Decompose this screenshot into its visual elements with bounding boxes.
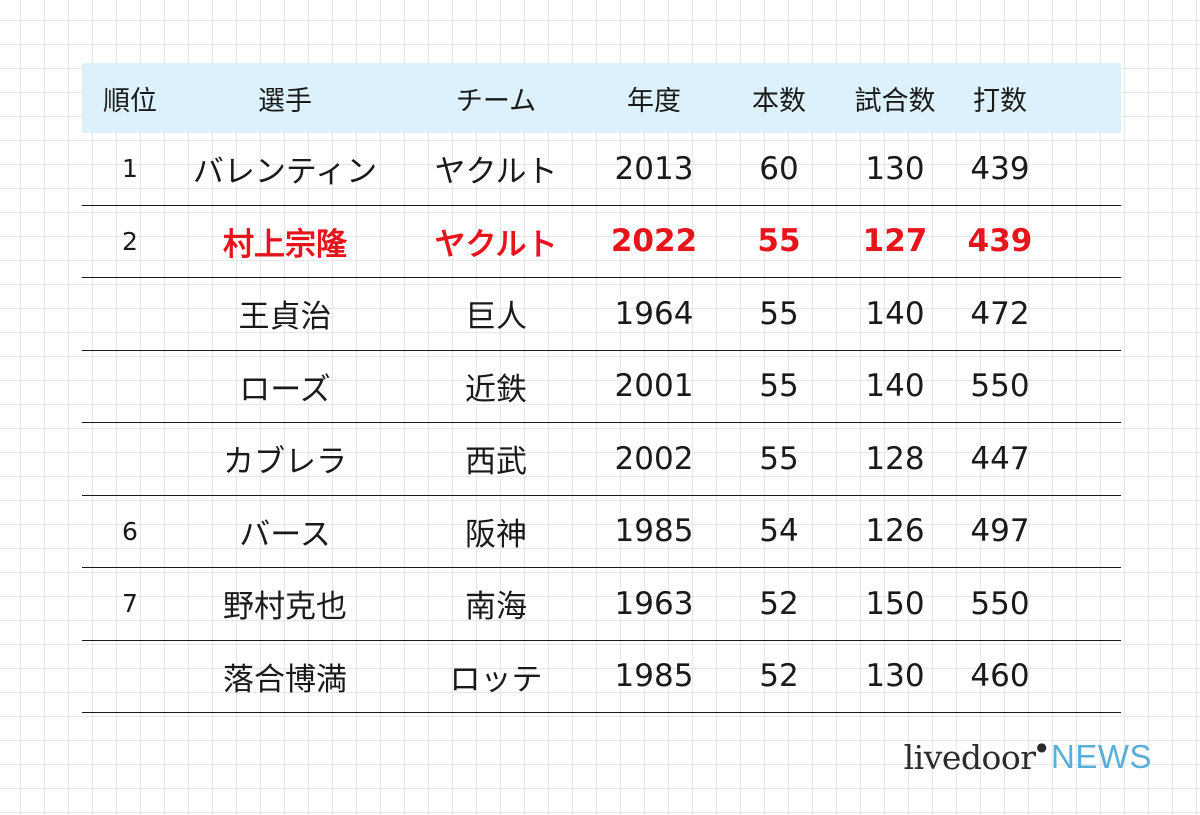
header-year: 年度 [627, 85, 681, 117]
header-games: 試合数 [854, 85, 936, 117]
games-cell: 140 [865, 295, 925, 332]
header-rank: 順位 [103, 85, 157, 117]
home-run-record-table: 順位 選手 チーム 年度 本数 試合数 打数 1 バレンティン ヤクルト 201… [82, 63, 1121, 713]
year-cell: 2022 [610, 223, 698, 260]
livedoor-news-logo: livedoor ● NEWS [904, 738, 1152, 777]
team-cell: 巨人 [465, 299, 527, 336]
rank-cell: 6 [122, 516, 138, 546]
at-bats-cell: 439 [970, 150, 1030, 187]
year-cell: 1964 [614, 295, 694, 332]
table-row: 7 野村克也 南海 1963 52 150 550 [82, 568, 1121, 641]
logo-news-text: NEWS [1051, 738, 1152, 775]
games-cell: 126 [865, 513, 925, 550]
rank-cell: 1 [122, 154, 138, 184]
at-bats-cell: 460 [970, 658, 1030, 695]
year-cell: 1985 [614, 658, 694, 695]
player-cell: 王貞治 [238, 299, 332, 336]
home-runs-cell: 52 [759, 658, 799, 695]
player-cell: 村上宗隆 [223, 226, 347, 263]
home-runs-cell: 52 [759, 585, 799, 622]
player-cell: 落合博満 [223, 661, 347, 698]
player-cell: バレンティン [192, 154, 378, 191]
home-runs-cell: 60 [759, 150, 799, 187]
registered-mark-icon: ● [1036, 740, 1047, 754]
team-cell: ヤクルト [434, 154, 558, 191]
year-cell: 2002 [614, 440, 694, 477]
table-row: 6 バース 阪神 1985 54 126 497 [82, 496, 1121, 568]
team-cell: 南海 [465, 589, 527, 626]
home-runs-cell: 54 [759, 513, 799, 550]
at-bats-cell: 439 [967, 223, 1033, 260]
header-player: 選手 [258, 85, 312, 117]
home-runs-cell: 55 [759, 295, 799, 332]
table-header-row: 順位 選手 チーム 年度 本数 試合数 打数 [82, 63, 1121, 133]
header-at-bats: 打数 [973, 85, 1027, 117]
team-cell: ヤクルト [434, 226, 558, 263]
games-cell: 150 [865, 585, 925, 622]
team-cell: 近鉄 [465, 371, 527, 408]
player-cell: 野村克也 [223, 589, 347, 626]
year-cell: 2013 [614, 150, 694, 187]
rank-cell: 7 [122, 589, 138, 619]
at-bats-cell: 550 [970, 585, 1030, 622]
year-cell: 2001 [614, 368, 694, 405]
at-bats-cell: 550 [970, 368, 1030, 405]
header-team: チーム [455, 85, 537, 117]
year-cell: 1963 [614, 585, 694, 622]
player-cell: ローズ [239, 371, 331, 408]
rank-cell: 2 [122, 226, 138, 256]
player-cell: バース [239, 516, 331, 553]
games-cell: 128 [865, 440, 925, 477]
table-row: カブレラ 西武 2002 55 128 447 [82, 423, 1121, 496]
home-runs-cell: 55 [759, 368, 799, 405]
games-cell: 130 [865, 658, 925, 695]
table-row: 落合博満 ロッテ 1985 52 130 460 [82, 641, 1121, 713]
at-bats-cell: 447 [970, 440, 1030, 477]
player-cell: カブレラ [223, 444, 347, 481]
games-cell: 140 [865, 368, 925, 405]
home-runs-cell: 55 [757, 223, 801, 260]
games-cell: 127 [862, 223, 928, 260]
games-cell: 130 [865, 150, 925, 187]
table-row: 1 バレンティン ヤクルト 2013 60 130 439 [82, 133, 1121, 206]
logo-livedoor-text: livedoor [903, 738, 1036, 777]
home-runs-cell: 55 [759, 440, 799, 477]
at-bats-cell: 472 [970, 295, 1030, 332]
table-row: ローズ 近鉄 2001 55 140 550 [82, 351, 1121, 423]
team-cell: ロッテ [449, 661, 543, 698]
team-cell: 阪神 [465, 516, 527, 553]
header-home-runs: 本数 [752, 85, 806, 117]
team-cell: 西武 [465, 444, 527, 481]
year-cell: 1985 [614, 513, 694, 550]
table-row-highlighted: 2 村上宗隆 ヤクルト 2022 55 127 439 [82, 206, 1121, 278]
table-row: 王貞治 巨人 1964 55 140 472 [82, 278, 1121, 351]
at-bats-cell: 497 [970, 513, 1030, 550]
